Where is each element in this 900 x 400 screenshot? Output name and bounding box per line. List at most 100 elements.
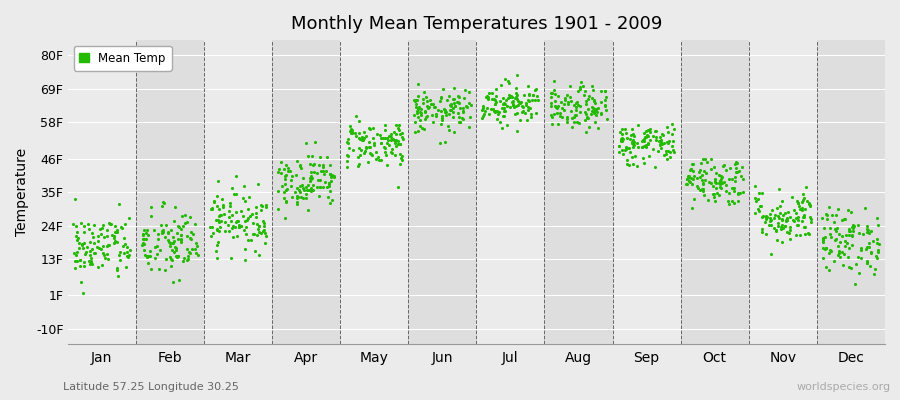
Point bbox=[615, 131, 629, 137]
Point bbox=[475, 115, 490, 121]
Point bbox=[662, 149, 677, 155]
Point bbox=[411, 81, 426, 88]
Point bbox=[311, 192, 326, 199]
Point bbox=[323, 162, 338, 168]
Point bbox=[708, 179, 723, 185]
Point bbox=[429, 113, 444, 120]
Point bbox=[210, 254, 224, 261]
Point bbox=[161, 237, 176, 244]
Point bbox=[842, 264, 857, 270]
Point bbox=[415, 125, 429, 132]
Point bbox=[351, 163, 365, 169]
Point bbox=[579, 128, 593, 135]
Point bbox=[500, 122, 514, 128]
Point bbox=[290, 158, 304, 164]
Point bbox=[434, 121, 448, 128]
Point bbox=[498, 101, 512, 108]
Point bbox=[620, 144, 634, 151]
Point bbox=[340, 152, 355, 158]
Point bbox=[590, 112, 604, 118]
Point bbox=[303, 184, 318, 191]
Point bbox=[562, 82, 577, 89]
Point bbox=[785, 194, 799, 200]
Point bbox=[178, 220, 193, 226]
Point bbox=[661, 128, 675, 135]
Point bbox=[491, 116, 505, 122]
Point bbox=[369, 156, 383, 162]
Point bbox=[316, 162, 330, 168]
Point bbox=[641, 126, 655, 133]
Point bbox=[770, 237, 784, 244]
Point bbox=[569, 100, 583, 107]
Point bbox=[588, 100, 602, 106]
Point bbox=[580, 96, 595, 102]
Point bbox=[707, 194, 722, 200]
Point bbox=[86, 234, 101, 240]
Point bbox=[102, 220, 116, 227]
Point bbox=[620, 135, 634, 141]
Point bbox=[184, 246, 199, 252]
Point bbox=[170, 223, 184, 229]
Point bbox=[214, 218, 229, 224]
Point bbox=[144, 212, 158, 219]
Point bbox=[695, 172, 709, 178]
Point bbox=[252, 252, 266, 258]
Point bbox=[341, 140, 356, 147]
Point bbox=[210, 226, 224, 232]
Point bbox=[290, 185, 304, 192]
Point bbox=[665, 147, 680, 154]
Point bbox=[641, 140, 655, 147]
Point bbox=[438, 107, 453, 113]
Bar bbox=[613, 40, 680, 344]
Point bbox=[871, 221, 886, 228]
Point bbox=[617, 147, 632, 153]
Point bbox=[296, 175, 310, 181]
Point bbox=[410, 93, 425, 100]
Point bbox=[755, 225, 770, 232]
Point bbox=[152, 266, 166, 272]
Point bbox=[548, 98, 562, 104]
Point bbox=[321, 181, 336, 188]
Point bbox=[328, 173, 342, 179]
Point bbox=[387, 128, 401, 135]
Point bbox=[422, 104, 436, 110]
Point bbox=[730, 169, 744, 176]
Point bbox=[345, 128, 359, 135]
Point bbox=[665, 130, 680, 137]
Point bbox=[217, 211, 231, 218]
Point bbox=[804, 218, 818, 225]
Point bbox=[108, 229, 122, 236]
Point bbox=[582, 93, 597, 99]
Point bbox=[626, 142, 641, 148]
Point bbox=[371, 154, 385, 160]
Point bbox=[680, 175, 694, 182]
Point bbox=[824, 234, 838, 240]
Point bbox=[67, 221, 81, 228]
Point bbox=[241, 194, 256, 200]
Point bbox=[625, 140, 639, 146]
Point bbox=[442, 92, 456, 99]
Point bbox=[279, 198, 293, 204]
Point bbox=[764, 251, 778, 257]
Point bbox=[637, 130, 652, 136]
Point bbox=[772, 203, 787, 209]
Point bbox=[788, 232, 803, 238]
Point bbox=[816, 225, 831, 231]
Point bbox=[391, 138, 405, 144]
Point bbox=[462, 124, 476, 130]
Point bbox=[222, 213, 237, 220]
Point bbox=[752, 208, 766, 215]
Bar bbox=[203, 40, 272, 344]
Point bbox=[389, 130, 403, 137]
Point bbox=[158, 234, 173, 240]
Point bbox=[383, 134, 398, 140]
Point bbox=[787, 218, 801, 224]
Point bbox=[832, 254, 847, 260]
Point bbox=[496, 101, 510, 107]
Point bbox=[613, 128, 627, 135]
Point bbox=[557, 94, 572, 101]
Point bbox=[763, 210, 778, 217]
Point bbox=[100, 251, 114, 257]
Point bbox=[252, 229, 266, 236]
Point bbox=[508, 111, 522, 117]
